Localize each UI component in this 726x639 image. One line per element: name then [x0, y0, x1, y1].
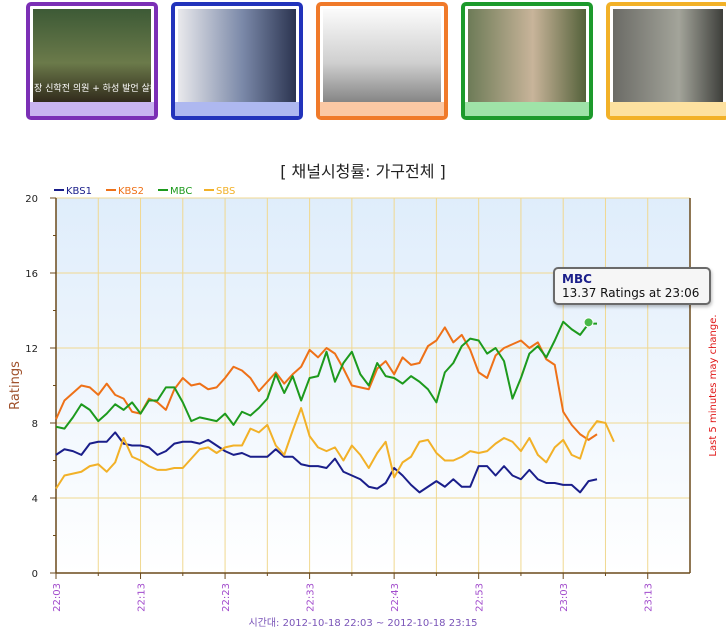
chart-title: [ 채널시청률: 가구전체 ]: [280, 162, 446, 181]
extra-screenshot: [613, 9, 723, 107]
tooltip-series-name: MBC: [562, 272, 592, 286]
kbs1-screenshot: [33, 9, 151, 107]
legend-label-kbs2: KBS2: [118, 186, 144, 197]
thumbnail-extra[interactable]: [606, 2, 726, 120]
channel-thumbnails: 장 신학전 의원 + 하성 발언 살해합 휴원정 ⑤: [0, 0, 726, 128]
y-tick-label: 4: [32, 494, 38, 505]
mbc-screenshot: [468, 9, 586, 107]
tooltip-marker: [583, 317, 594, 328]
x-tick-label: 22:53: [475, 583, 486, 612]
y-tick-label: 8: [32, 419, 38, 430]
kbs2-screenshot: [178, 9, 296, 107]
y-tick-label: 16: [25, 269, 38, 280]
sbs-screenshot: [323, 9, 441, 107]
x-tick-label: 22:33: [306, 583, 317, 612]
right-note-label: Last 5 minutes may change.: [708, 314, 719, 456]
extra-color-bar: [610, 102, 726, 116]
y-axis-title: Ratings: [8, 361, 23, 410]
y-tick-label: 12: [25, 344, 38, 355]
series-line-sbs: [55, 407, 615, 490]
ratings-line-chart: 0 4 8 12 16 20 22:03 22:13 22:23 22:33 22:43 22:53 2…: [8, 186, 719, 612]
kbs1-color-bar: [30, 102, 154, 116]
sbs-color-bar: [320, 102, 444, 116]
x-tick-label: 22:23: [221, 583, 232, 612]
thumbnail-kbs2[interactable]: [171, 2, 303, 120]
thumbnail-kbs1[interactable]: 장 신학전 의원 + 하성 발언 살해합 휴원정 ⑤: [26, 2, 158, 120]
x-tick-label: 23:13: [644, 583, 655, 612]
x-tick-label: 23:03: [559, 583, 570, 612]
y-tick-label: 0: [32, 569, 38, 580]
tooltip-text: 13.37 Ratings at 23:06: [562, 286, 700, 300]
legend-label-sbs: SBS: [216, 186, 235, 197]
legend-label-mbc: MBC: [170, 186, 192, 197]
time-range-footer: 시간대: 2012-10-18 22:03 ~ 2012-10-18 23:15: [248, 618, 478, 629]
thumbnail-sbs[interactable]: [316, 2, 448, 120]
mbc-color-bar: [465, 102, 589, 116]
plot-background: [56, 198, 690, 573]
series-line-kbs1: [55, 431, 598, 494]
kbs1-caption: 장 신학전 의원 + 하성 발언 살해합 휴원정 ⑤: [34, 84, 158, 94]
thumbnail-mbc[interactable]: [461, 2, 593, 120]
kbs2-color-bar: [175, 102, 299, 116]
tooltip: MBC 13.37 Ratings at 23:06: [553, 267, 711, 305]
legend-label-kbs1: KBS1: [66, 186, 92, 197]
y-tick-label: 20: [25, 194, 38, 205]
x-tick-label: 22:03: [52, 583, 63, 612]
series-line-mbc: [55, 320, 598, 430]
x-tick-label: 22:13: [137, 583, 148, 612]
x-tick-label: 22:43: [390, 583, 401, 612]
